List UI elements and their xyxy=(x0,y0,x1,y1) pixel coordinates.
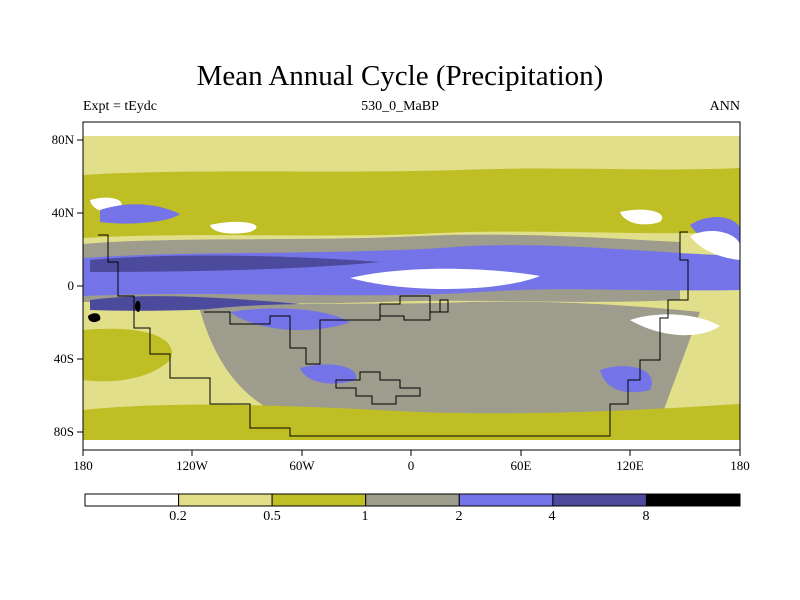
contour-band-tropical-white xyxy=(350,268,540,290)
contour-band-east-white xyxy=(630,230,740,336)
contour-band-north-blue xyxy=(100,204,740,250)
season-label: ANN xyxy=(709,99,740,114)
colorbar-box-3 xyxy=(365,493,460,507)
x-axis-ticks xyxy=(82,450,741,456)
period-label: 530_0_MaBP xyxy=(361,99,439,114)
contour-band-north-white xyxy=(90,197,663,234)
colorbar-box-6 xyxy=(645,493,741,507)
colorbar-box-1 xyxy=(178,493,273,507)
y-label-0: 0 xyxy=(67,278,75,293)
colorbar-label-1: 1 xyxy=(361,509,369,524)
contour-band-dark-blue xyxy=(90,255,380,311)
coastline-west-continent xyxy=(98,231,689,437)
colorbar-box-2 xyxy=(271,493,367,507)
x-label-60w: 60W xyxy=(289,458,315,473)
coastline-layer xyxy=(98,231,689,437)
x-label-120e: 120E xyxy=(616,458,644,473)
contour-fill-layer xyxy=(83,122,740,450)
colorbar-label-8: 8 xyxy=(642,509,650,524)
contour-band-south-blue xyxy=(230,308,652,393)
coastline-central-block xyxy=(204,295,449,365)
x-label-120w: 120W xyxy=(176,458,208,473)
x-label-0: 0 xyxy=(407,458,415,473)
contour-band-north-olive xyxy=(83,168,740,238)
chart-title: Mean Annual Cycle (Precipitation) xyxy=(196,60,604,92)
contour-band-arctic xyxy=(83,122,740,136)
y-label-80s: 80S xyxy=(53,424,74,439)
colorbar-box-0 xyxy=(84,493,180,507)
colorbar-box-5 xyxy=(552,493,648,507)
coastline-south-island xyxy=(335,371,421,405)
colorbar-label-0-2: 0.2 xyxy=(169,509,187,524)
contour-band-south-olive xyxy=(83,328,740,440)
y-label-40s: 40S xyxy=(53,351,74,366)
contour-band-antarctic xyxy=(83,440,740,450)
colorbar-box-4 xyxy=(458,493,554,507)
colorbar-label-2: 2 xyxy=(455,509,463,524)
experiment-label: Expt = tEydc xyxy=(83,99,157,114)
y-axis-ticks xyxy=(77,139,83,433)
x-label-60e: 60E xyxy=(510,458,532,473)
contour-band-black-max xyxy=(88,300,141,323)
colorbar-label-0-5: 0.5 xyxy=(263,509,281,524)
y-label-80n: 80N xyxy=(51,132,74,147)
colorbar-label-4: 4 xyxy=(548,509,556,524)
x-label-180w: 180 xyxy=(73,458,93,473)
colorbar-boxes xyxy=(84,493,741,507)
x-label-180e: 180 xyxy=(730,458,750,473)
y-label-40n: 40N xyxy=(51,205,74,220)
contour-band-south-gray xyxy=(200,301,700,430)
